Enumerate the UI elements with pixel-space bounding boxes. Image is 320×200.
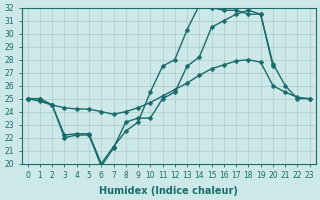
X-axis label: Humidex (Indice chaleur): Humidex (Indice chaleur) [99,186,238,196]
